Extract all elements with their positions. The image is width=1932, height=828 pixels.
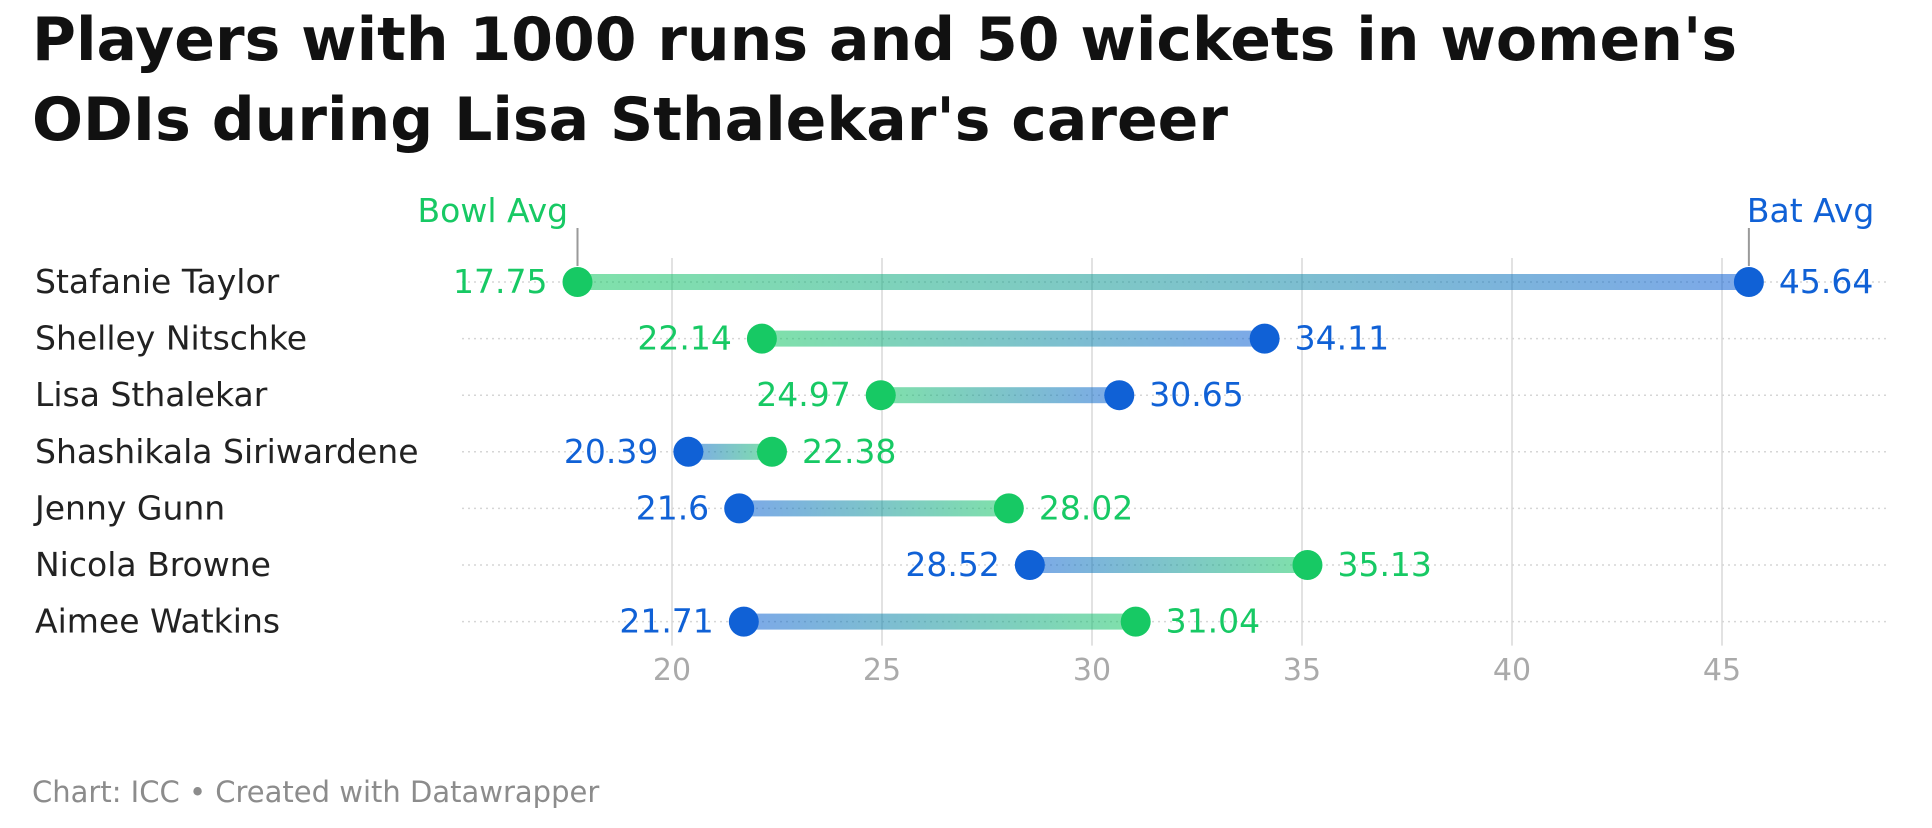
- chart-title: Players with 1000 runs and 50 wickets in…: [32, 5, 1738, 155]
- bat-avg-label: 30.65: [1149, 375, 1243, 414]
- bowl-avg-label: 24.97: [756, 375, 850, 414]
- player-name: Shelley Nitschke: [35, 319, 307, 358]
- bowl-avg-label: 28.02: [1039, 488, 1133, 527]
- range-bar: [1029, 557, 1308, 573]
- range-bar: [761, 330, 1265, 347]
- bowl-avg-label: 17.75: [453, 262, 547, 301]
- bowl-avg-dot: [746, 323, 777, 354]
- bat-avg-label: 21.71: [619, 602, 713, 641]
- x-tick-label: 30: [1073, 653, 1111, 688]
- bowl-avg-label: 31.04: [1166, 602, 1260, 641]
- bat-avg-dot: [1249, 323, 1280, 354]
- x-axis-ticks: 20 25 30 35 40 45: [653, 653, 1741, 688]
- range-bar: [688, 443, 772, 460]
- bowl-avg-dot: [562, 267, 593, 297]
- bowl-avg-label: 22.38: [802, 432, 896, 471]
- player-name: Aimee Watkins: [35, 602, 280, 641]
- bowl-avg-dot: [1120, 606, 1151, 637]
- bat-avg-label: 21.6: [636, 488, 709, 527]
- range-bar: [743, 613, 1136, 630]
- x-tick-label: 25: [863, 653, 901, 688]
- bowl-avg-dot: [756, 436, 787, 467]
- bat-avg-dot: [728, 606, 759, 637]
- legend-bat-avg: Bat Avg: [1747, 191, 1874, 230]
- player-names: Stafanie Taylor Shelley Nitschke Lisa Stha…: [33, 262, 419, 641]
- x-tick-label: 40: [1493, 653, 1531, 688]
- range-bar: [577, 274, 1749, 290]
- bat-avg-dot: [673, 436, 704, 467]
- x-tick-label: 20: [653, 653, 691, 688]
- player-name: Stafanie Taylor: [35, 262, 280, 301]
- bat-avg-dot: [1733, 267, 1764, 297]
- bowl-avg-dot: [865, 380, 896, 411]
- bat-avg-label: 45.64: [1779, 262, 1873, 301]
- bat-avg-dot: [1014, 550, 1045, 580]
- legend-bowl-avg: Bowl Avg: [418, 191, 569, 230]
- bowl-avg-label: 22.14: [637, 319, 731, 358]
- value-labels: 17.75 45.64 22.14 34.11 24.97 30.65 22.38 20.39…: [453, 262, 1873, 641]
- bat-avg-label: 20.39: [564, 432, 658, 471]
- bowl-avg-label: 35.13: [1337, 545, 1431, 584]
- player-name: Jenny Gunn: [33, 488, 225, 527]
- range-bars: [577, 274, 1749, 630]
- chart-source-footer: Chart: ICC • Created with Datawrapper: [32, 775, 600, 809]
- player-name: Lisa Sthalekar: [35, 375, 268, 414]
- range-bar: [880, 387, 1120, 404]
- player-name: Nicola Browne: [35, 545, 271, 584]
- x-tick-label: 45: [1703, 653, 1741, 688]
- bat-avg-label: 34.11: [1295, 319, 1389, 358]
- x-tick-label: 35: [1283, 653, 1321, 688]
- legend: Bowl Avg Bat Avg: [418, 191, 1874, 266]
- bowl-avg-dot: [1292, 550, 1323, 580]
- range-bar: [739, 500, 1009, 517]
- bat-avg-dot: [724, 493, 755, 524]
- bat-avg-label: 28.52: [905, 545, 999, 584]
- bat-avg-dot: [1104, 380, 1135, 411]
- data-points: [562, 267, 1764, 637]
- player-name: Shashikala Siriwardene: [35, 432, 419, 471]
- bowl-avg-dot: [993, 493, 1024, 524]
